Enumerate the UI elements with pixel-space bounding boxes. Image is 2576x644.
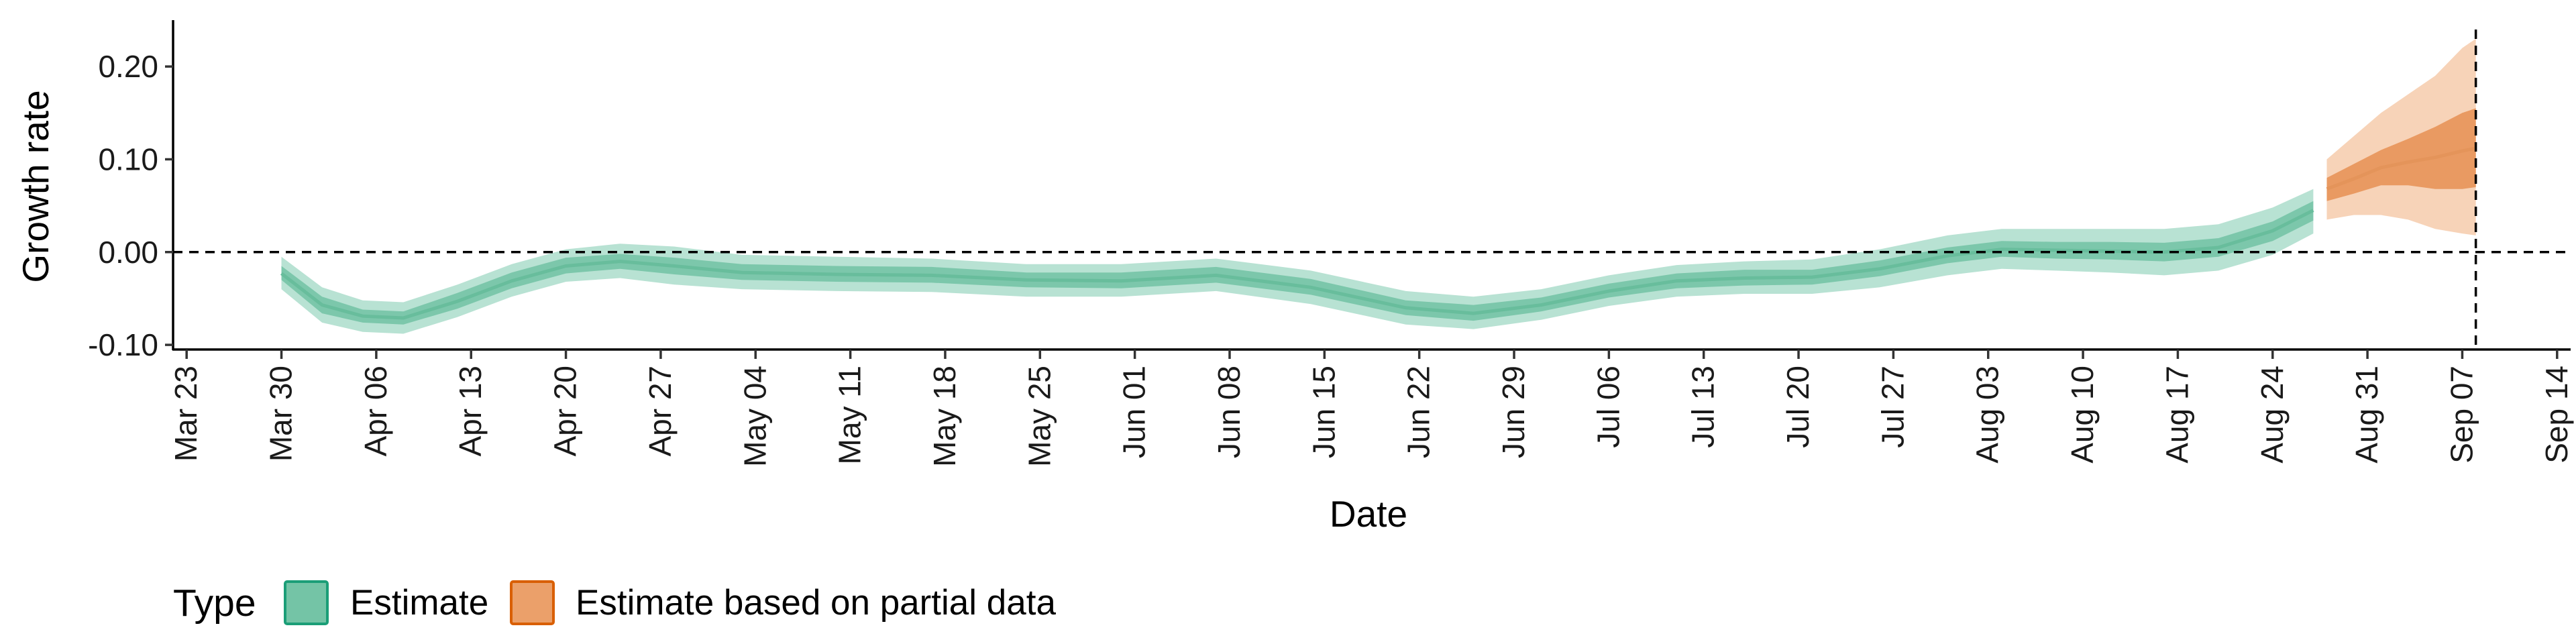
y-axis-ticks: -0.10 0.00 0.10 0.20 [88,49,173,362]
estimate-median-line [280,209,2314,320]
x-tick-label: Jun 22 [1401,366,1436,458]
x-tick-label: Apr 20 [548,366,583,457]
x-tick-label: Apr 27 [643,366,678,457]
x-tick-label: Jul 06 [1591,366,1625,448]
x-tick-label: Mar 23 [168,366,203,462]
y-tick-label: 0.20 [98,49,158,84]
x-tick-label: Jul 13 [1686,366,1721,448]
x-tick-label: Jul 27 [1875,366,1910,448]
legend-swatch-partial [510,580,555,625]
x-axis-ticks: Mar 23 Mar 30 Apr 06 Apr 13 Apr 20 Apr 27 May … [168,350,2574,467]
x-tick-label: Jun 29 [1496,366,1531,458]
x-tick-label: Apr 06 [358,366,393,457]
x-tick-label: Aug 31 [2349,366,2384,464]
x-tick-label: May 11 [833,366,867,464]
x-tick-label: Jul 20 [1780,366,1815,448]
x-tick-label: Jun 15 [1306,366,1341,458]
x-tick-label: Sep 07 [2445,366,2479,464]
legend-swatch-estimate [284,580,329,625]
y-tick-label: 0.00 [98,235,158,270]
partial-median-line [2326,146,2477,191]
legend-title: Type [173,582,256,625]
x-tick-label: Aug 24 [2255,366,2290,464]
estimate-bands [280,38,2477,334]
x-tick-label: Jun 01 [1117,366,1152,458]
legend-label-estimate: Estimate [350,583,488,623]
x-tick-label: Mar 30 [264,366,299,462]
x-tick-label: Sep 14 [2539,366,2574,464]
y-axis-title: Growth rate [15,90,56,282]
y-tick-label: 0.10 [98,142,158,176]
x-tick-label: May 25 [1022,366,1057,467]
x-tick-label: Jun 08 [1212,366,1246,458]
reference-lines [173,30,2571,350]
x-tick-label: Aug 03 [1970,366,2005,464]
legend-label-partial: Estimate based on partial data [576,583,1056,623]
x-tick-label: Aug 10 [2065,366,2100,464]
axes [172,20,2571,351]
legend: Type Estimate Estimate based on partial … [173,580,1056,625]
x-tick-label: May 18 [927,366,962,467]
y-tick-label: -0.10 [88,327,158,362]
x-tick-label: Aug 17 [2159,366,2194,464]
partial-inner-band [2326,108,2476,201]
x-tick-label: May 04 [737,366,772,467]
x-tick-label: Apr 13 [453,366,488,457]
x-axis-title: Date [1330,493,1407,535]
